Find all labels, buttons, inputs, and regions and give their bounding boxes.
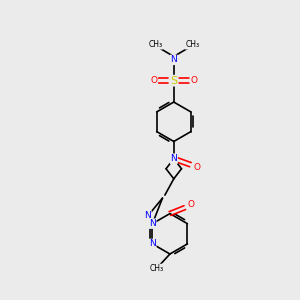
Text: CH₃: CH₃ [185,40,199,49]
Text: O: O [190,76,197,85]
Text: S: S [170,76,177,86]
Text: N: N [149,239,156,248]
Text: N: N [144,211,151,220]
Text: O: O [194,163,200,172]
Text: N: N [149,219,156,228]
Text: O: O [188,200,195,209]
Text: CH₃: CH₃ [148,40,162,49]
Text: N: N [170,56,177,64]
Text: N: N [170,154,177,163]
Text: O: O [150,76,158,85]
Text: CH₃: CH₃ [149,264,164,273]
